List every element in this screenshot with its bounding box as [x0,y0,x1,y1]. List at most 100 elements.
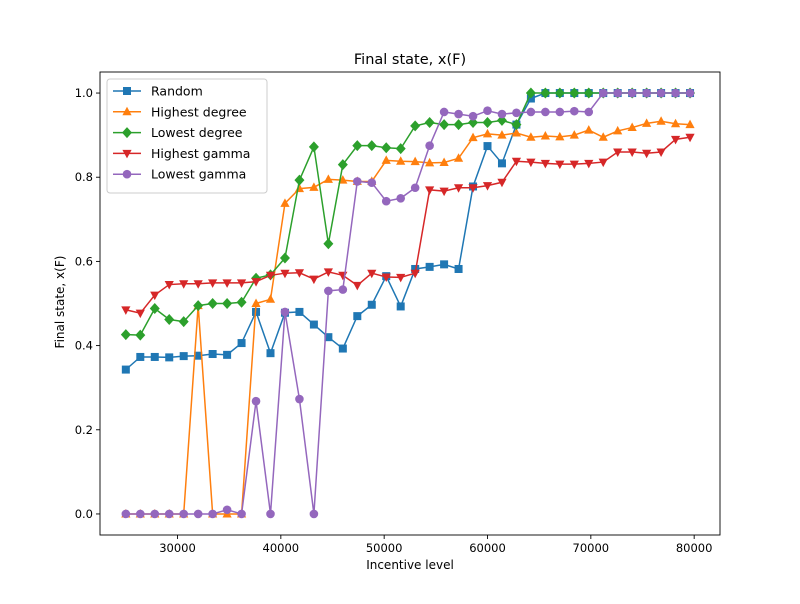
data-point-random [497,159,506,168]
data-point-highest-gamma [642,149,652,159]
data-point-highest-gamma [265,271,276,281]
data-point-highest-degree [338,175,348,184]
data-point-highest-gamma [555,160,565,170]
data-point-highest-gamma [584,159,594,169]
data-point-lowest-gamma [613,88,622,98]
data-point-highest-gamma [150,291,160,301]
data-point-lowest-gamma [497,109,507,119]
data-point-highest-degree [381,155,391,164]
data-point-lowest-gamma [150,509,160,519]
data-point-highest-gamma [613,148,623,157]
x-tick-label: 60000 [469,541,506,555]
legend-entry-random: Random [113,84,203,99]
data-point-lowest-gamma [410,183,420,193]
data-point-lowest-degree [352,140,363,152]
data-point-highest-degree [497,130,507,139]
data-point-random [179,352,188,361]
data-point-highest-gamma [497,178,507,188]
data-point-random [150,352,159,361]
data-point-random [396,302,405,311]
data-point-lowest-degree [439,119,450,131]
data-point-lowest-degree [164,313,175,325]
data-point-highest-degree [685,119,695,129]
data-point-highest-gamma [280,269,290,279]
data-point-lowest-gamma [353,177,362,186]
data-point-lowest-gamma [555,107,565,117]
data-point-random [295,307,304,316]
data-point-random [223,350,232,359]
data-point-highest-degree [656,116,666,125]
data-point-highest-gamma [569,160,579,170]
data-point-random [194,351,203,360]
data-point-lowest-degree [381,142,392,154]
data-point-highest-gamma [164,281,174,290]
data-point-lowest-gamma [541,107,550,117]
data-point-highest-degree [511,128,522,137]
data-point-highest-degree [309,182,319,191]
y-tick-label: 1.0 [75,86,93,100]
data-point-highest-gamma [482,182,493,191]
series-line-lowest-degree [125,92,691,336]
data-point-lowest-gamma [425,141,434,150]
legend-entry-lowest-degree: Lowest degree [113,125,243,140]
data-point-lowest-degree [583,87,594,99]
legend-label: Lowest gamma [151,167,246,182]
data-point-random [353,312,362,321]
data-point-highest-degree [425,157,435,167]
data-point-highest-gamma [425,186,435,195]
data-point-lowest-degree [135,329,146,341]
data-point-highest-gamma [309,275,319,285]
data-point-highest-gamma [598,158,608,168]
data-point-random [165,353,174,362]
data-point-lowest-gamma [266,509,275,519]
data-point-random [309,320,318,329]
data-point-lowest-gamma [627,88,637,98]
data-point-lowest-gamma [309,509,319,519]
data-point-lowest-gamma [338,285,348,294]
x-tick-label: 50000 [366,541,403,555]
data-point-lowest-degree [410,120,421,132]
y-tick-label: 0.8 [75,170,93,184]
data-point-highest-degree [453,153,464,162]
y-tick-label: 0.6 [75,254,93,268]
series-line-highest-degree [125,120,691,515]
series-line-highest-gamma [125,136,691,315]
data-point-highest-gamma [453,184,464,193]
data-point-lowest-degree [120,329,131,341]
data-point-lowest-degree [193,300,204,312]
data-point-lowest-gamma [512,108,521,118]
data-point-random [324,333,333,342]
data-point-highest-gamma [439,187,449,197]
data-point-highest-gamma [193,280,203,289]
data-point-highest-gamma [410,269,420,279]
legend-label: Lowest degree [151,125,243,140]
legend-entry-lowest-gamma: Lowest gamma [113,167,246,182]
legend-marker [122,127,132,139]
data-point-highest-degree [526,132,536,141]
data-point-highest-degree [642,118,652,127]
data-point-lowest-degree [366,140,377,152]
data-point-highest-gamma [511,157,522,167]
data-point-highest-degree [323,174,333,183]
data-point-lowest-gamma [381,196,391,206]
data-point-lowest-gamma [164,509,174,519]
data-point-highest-gamma [121,306,131,315]
data-point-lowest-gamma [396,193,406,203]
data-point-lowest-degree [496,114,507,126]
data-point-highest-gamma [526,158,536,168]
data-point-lowest-degree [554,87,565,99]
data-point-lowest-degree [453,119,464,131]
data-point-highest-gamma [540,159,550,169]
x-axis-label: Incentive level [366,558,454,572]
data-point-highest-gamma [468,184,478,193]
data-point-highest-gamma [367,269,377,279]
data-point-random [483,142,492,151]
x-tick-label: 30000 [159,541,196,555]
data-point-highest-gamma [381,273,391,282]
data-point-lowest-gamma [642,88,651,98]
data-point-highest-degree [598,132,608,141]
series-lowest-gamma [121,88,695,519]
data-point-highest-gamma [685,133,695,143]
legend-marker [122,149,132,159]
legend-box [106,78,268,194]
